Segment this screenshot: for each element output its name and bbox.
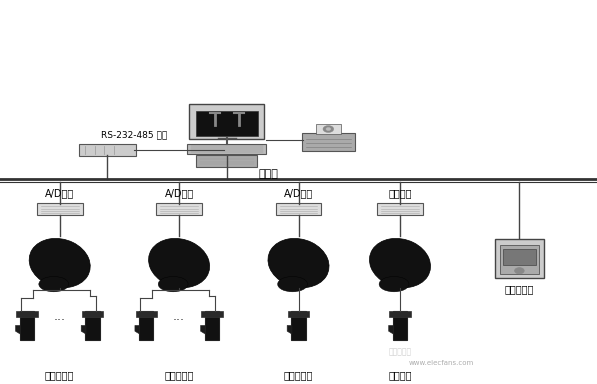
Ellipse shape bbox=[29, 238, 90, 288]
Text: 电子发烧友: 电子发烧友 bbox=[389, 347, 411, 356]
Text: A/D模块: A/D模块 bbox=[165, 189, 193, 199]
FancyBboxPatch shape bbox=[16, 311, 38, 317]
Polygon shape bbox=[287, 325, 292, 334]
Ellipse shape bbox=[39, 276, 69, 292]
Polygon shape bbox=[135, 325, 140, 334]
Ellipse shape bbox=[158, 276, 188, 292]
Text: RS-232-485 转换: RS-232-485 转换 bbox=[101, 130, 168, 139]
FancyBboxPatch shape bbox=[503, 249, 536, 265]
Circle shape bbox=[323, 126, 334, 132]
FancyBboxPatch shape bbox=[205, 311, 219, 340]
Ellipse shape bbox=[268, 238, 329, 288]
FancyBboxPatch shape bbox=[389, 311, 411, 317]
Text: 静压变送器: 静压变送器 bbox=[164, 371, 194, 381]
FancyBboxPatch shape bbox=[196, 155, 257, 167]
FancyBboxPatch shape bbox=[496, 239, 543, 278]
FancyBboxPatch shape bbox=[276, 203, 321, 215]
FancyBboxPatch shape bbox=[500, 245, 539, 274]
Ellipse shape bbox=[370, 238, 430, 288]
Polygon shape bbox=[201, 325, 205, 334]
FancyBboxPatch shape bbox=[20, 311, 34, 340]
Text: A/D模块: A/D模块 bbox=[45, 189, 74, 199]
Text: 流量变送器: 流量变送器 bbox=[284, 371, 313, 381]
FancyBboxPatch shape bbox=[302, 133, 355, 151]
Circle shape bbox=[515, 268, 524, 274]
Text: ···: ··· bbox=[54, 314, 66, 327]
Polygon shape bbox=[81, 325, 86, 334]
FancyBboxPatch shape bbox=[187, 144, 266, 154]
Text: 频率计数: 频率计数 bbox=[388, 371, 412, 381]
FancyBboxPatch shape bbox=[377, 203, 423, 215]
FancyBboxPatch shape bbox=[288, 311, 309, 317]
Text: 计数模块: 计数模块 bbox=[388, 189, 412, 199]
Text: A/D模块: A/D模块 bbox=[284, 189, 313, 199]
Text: 计算机: 计算机 bbox=[259, 169, 279, 179]
FancyBboxPatch shape bbox=[196, 111, 258, 136]
FancyBboxPatch shape bbox=[156, 203, 202, 215]
FancyBboxPatch shape bbox=[85, 311, 100, 340]
Text: www.elecfans.com: www.elecfans.com bbox=[409, 360, 475, 366]
FancyBboxPatch shape bbox=[79, 144, 136, 156]
Ellipse shape bbox=[278, 276, 307, 292]
Ellipse shape bbox=[149, 238, 210, 288]
Polygon shape bbox=[16, 325, 20, 334]
Circle shape bbox=[326, 127, 331, 131]
Text: 动态变送器: 动态变送器 bbox=[45, 371, 75, 381]
FancyBboxPatch shape bbox=[136, 311, 157, 317]
FancyBboxPatch shape bbox=[201, 311, 223, 317]
FancyBboxPatch shape bbox=[291, 311, 306, 340]
Text: ···: ··· bbox=[173, 314, 185, 327]
FancyBboxPatch shape bbox=[316, 124, 341, 134]
FancyBboxPatch shape bbox=[393, 311, 407, 340]
FancyBboxPatch shape bbox=[189, 104, 264, 139]
Polygon shape bbox=[389, 325, 393, 334]
FancyBboxPatch shape bbox=[82, 311, 103, 317]
FancyBboxPatch shape bbox=[139, 311, 153, 340]
FancyBboxPatch shape bbox=[37, 203, 82, 215]
Text: 智能电度表: 智能电度表 bbox=[504, 284, 534, 294]
Ellipse shape bbox=[379, 276, 409, 292]
